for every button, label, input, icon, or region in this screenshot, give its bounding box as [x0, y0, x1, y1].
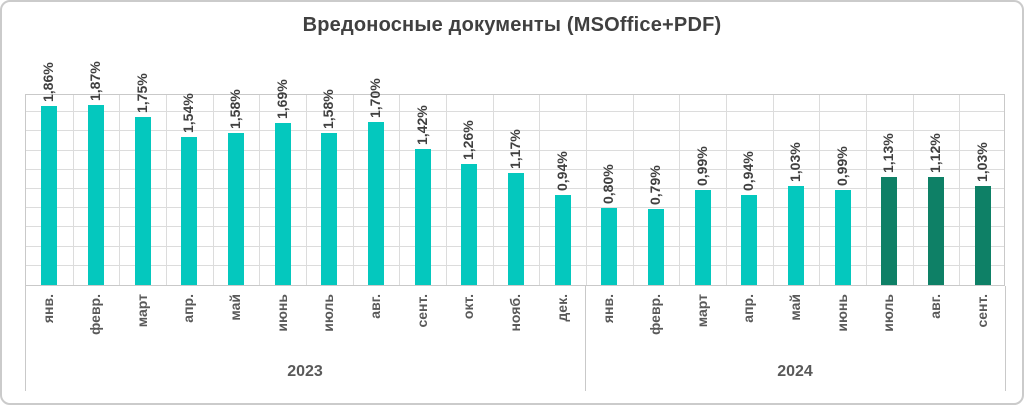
plot-area	[25, 94, 1005, 286]
gridline-vertical	[819, 95, 821, 285]
gridline-horizontal	[26, 168, 1004, 170]
gridline-vertical	[772, 95, 774, 285]
bar-data-label: 1,70%	[367, 78, 383, 118]
bar-data-label: 0,80%	[600, 164, 617, 205]
bar	[41, 106, 58, 285]
year-separator	[25, 286, 26, 391]
bar	[601, 208, 618, 285]
bar-data-label: 1,69%	[273, 79, 290, 119]
bar-data-label: 1,26%	[460, 120, 477, 161]
bar	[461, 164, 478, 285]
month-tick-label: авг.	[367, 294, 383, 319]
bar	[788, 186, 804, 285]
year-separator	[1005, 286, 1006, 391]
gridline-vertical	[679, 95, 681, 285]
gridline-vertical	[306, 95, 307, 285]
bar-data-label: 1,87%	[87, 61, 103, 102]
bar-data-label: 0,79%	[647, 165, 663, 206]
bar	[368, 121, 384, 285]
month-tick-label: июль	[320, 294, 337, 332]
month-tick-label: июль	[880, 294, 897, 332]
bar	[554, 194, 571, 285]
gridline-vertical	[632, 95, 634, 285]
month-tick-label: апр.	[180, 294, 197, 323]
month-tick-label: янв.	[40, 294, 57, 324]
month-tick-label: сент.	[413, 294, 430, 328]
chart-title: Вредоносные документы (MSOffice+PDF)	[302, 14, 722, 36]
month-tick-label: июнь	[273, 294, 290, 332]
gridline-vertical	[726, 95, 727, 285]
bar	[274, 122, 291, 285]
bar	[881, 176, 898, 285]
gridline-vertical	[212, 95, 214, 285]
bar-data-label: 1,75%	[133, 73, 150, 113]
month-tick-label: окт.	[460, 294, 477, 320]
gridline-horizontal	[26, 111, 1004, 113]
bar	[508, 172, 524, 285]
gridline-vertical	[586, 95, 587, 285]
bar-data-label: 1,17%	[507, 128, 523, 169]
bar-data-label: 0,99%	[833, 146, 850, 186]
bar-data-label: 1,12%	[927, 133, 943, 174]
bar-data-label: 1,03%	[787, 142, 803, 183]
bar	[321, 133, 338, 285]
month-tick-label: сент.	[973, 294, 990, 328]
bar	[974, 186, 991, 285]
bar	[88, 105, 104, 285]
year-label: 2024	[777, 363, 813, 380]
year-label: 2023	[287, 363, 323, 380]
gridline-vertical	[72, 95, 74, 285]
gridline-vertical	[539, 95, 541, 285]
gridline-vertical	[959, 95, 961, 285]
bar-data-label: 1,13%	[880, 132, 897, 173]
bar-data-label: 1,42%	[413, 104, 430, 145]
bar	[694, 189, 711, 285]
bar	[834, 189, 851, 285]
month-tick-label: март	[693, 294, 710, 328]
gridline-vertical	[446, 95, 447, 285]
year-separator	[585, 286, 586, 391]
bar	[228, 133, 244, 285]
gridline-horizontal	[26, 130, 1004, 132]
gridline-vertical	[166, 95, 167, 285]
month-tick-label: авг.	[927, 294, 943, 319]
bar	[928, 177, 944, 285]
month-tick-label: янв.	[600, 294, 617, 324]
month-tick-label: июнь	[833, 294, 850, 332]
gridline-horizontal	[26, 149, 1004, 151]
month-tick-label: май	[787, 294, 803, 321]
gridline-vertical	[352, 95, 354, 285]
bar-data-label: 0,94%	[553, 151, 570, 191]
month-tick-label: май	[227, 294, 243, 321]
gridline-vertical	[119, 95, 121, 285]
gridline-vertical	[259, 95, 261, 285]
bar-data-label: 1,86%	[40, 62, 57, 103]
month-tick-label: апр.	[740, 294, 757, 323]
month-tick-label: февр.	[87, 294, 103, 335]
gridline-vertical	[492, 95, 494, 285]
bar-data-label: 1,03%	[973, 142, 990, 183]
month-tick-label: февр.	[647, 294, 663, 335]
month-tick-label: март	[133, 294, 150, 328]
gridline-vertical	[912, 95, 914, 285]
month-tick-label: нояб.	[507, 294, 523, 332]
bar-data-label: 0,99%	[693, 146, 710, 186]
bar-data-label: 1,58%	[227, 89, 243, 130]
bar	[741, 194, 758, 285]
bar	[648, 209, 664, 285]
month-tick-label: дек.	[553, 294, 570, 322]
gridline-vertical	[399, 95, 401, 285]
bar-data-label: 0,94%	[740, 151, 757, 191]
bar	[134, 117, 151, 285]
bar	[181, 137, 198, 285]
gridline-vertical	[866, 95, 867, 285]
bar-data-label: 1,54%	[180, 93, 197, 134]
bar	[414, 148, 431, 285]
bar-data-label: 1,58%	[320, 89, 337, 130]
